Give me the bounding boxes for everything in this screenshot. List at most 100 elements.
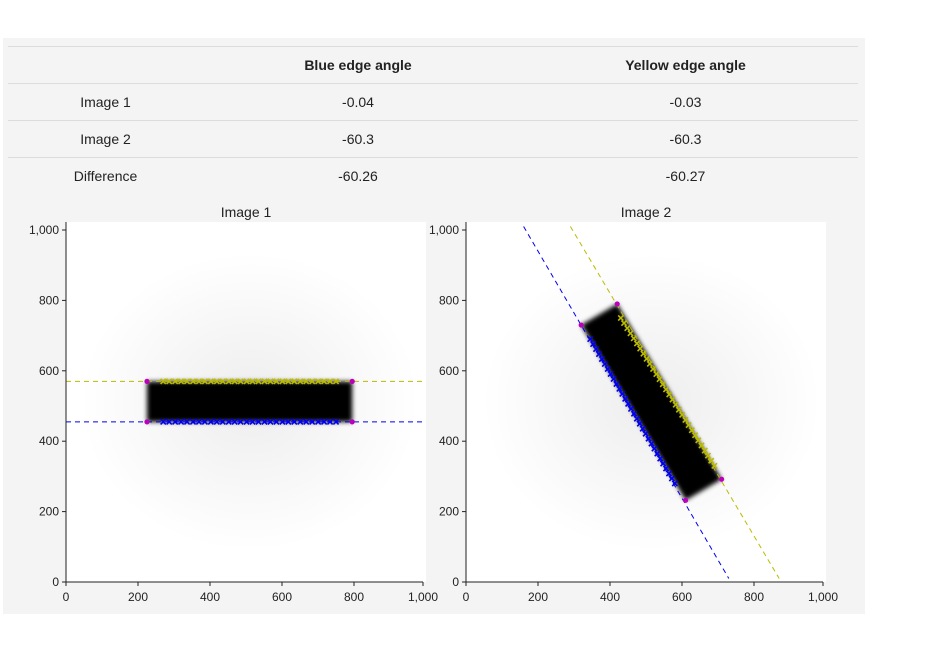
yellow-edge-point xyxy=(171,378,179,385)
plot-title: Image 1 xyxy=(221,204,272,220)
blue-edge-point xyxy=(630,410,638,417)
corner-point xyxy=(614,301,620,307)
blue-edge-point xyxy=(160,418,167,426)
yellow-edge-point xyxy=(643,355,650,362)
corner-point xyxy=(144,378,150,384)
yellow-edge-point xyxy=(708,457,715,464)
yellow-edge-point xyxy=(201,378,209,385)
header-yellow-edge-angle: Yellow edge angle xyxy=(513,46,858,84)
blue-edge-point xyxy=(639,425,646,432)
yellow-edge-point xyxy=(617,314,624,322)
yellow-edge-point xyxy=(672,401,679,408)
yellow-edge-point xyxy=(207,378,215,385)
blue-edge-point xyxy=(619,390,626,398)
blue-edge-point xyxy=(624,400,632,407)
yellow-edge-point xyxy=(326,378,334,385)
row-label: Image 2 xyxy=(8,120,203,158)
yellow-edge-point xyxy=(666,391,673,398)
yellow-edge-point xyxy=(213,378,220,385)
yellow-edge-point xyxy=(636,345,644,352)
blue-edge-point xyxy=(645,435,652,442)
corner-point xyxy=(578,322,584,328)
yellow-edge-point xyxy=(682,416,689,424)
blue-angle-value: -0.04 xyxy=(203,83,513,121)
yellow-angle-value: -60.27 xyxy=(513,157,858,194)
x-tick-label: 1,000 xyxy=(808,590,838,604)
y-tick-label: 200 xyxy=(439,505,459,519)
dark-rectangle xyxy=(147,381,353,422)
blue-edge-point xyxy=(662,465,670,472)
blue-edge-point xyxy=(314,418,322,426)
x-tick-label: 0 xyxy=(463,590,470,604)
blue-edge-point xyxy=(604,365,611,373)
yellow-edge-point xyxy=(303,378,310,385)
blue-edge-point xyxy=(183,418,191,426)
plot-area xyxy=(481,226,822,579)
y-tick-label: 600 xyxy=(439,364,459,378)
yellow-edge-point xyxy=(225,378,232,385)
yellow-edge-point xyxy=(624,325,631,332)
yellow-edge-point xyxy=(332,378,340,385)
blue-edge-point xyxy=(642,430,649,437)
corner-point xyxy=(144,419,150,425)
blue-edge-point xyxy=(627,405,635,412)
blue-edge-point xyxy=(303,418,310,426)
blue-edge-point xyxy=(320,418,328,426)
yellow-edge-point xyxy=(297,378,304,385)
yellow-edge-point xyxy=(320,378,328,385)
x-tick-label: 800 xyxy=(744,590,764,604)
blue-edge-point xyxy=(648,440,655,447)
yellow-edge-point xyxy=(701,447,708,454)
blue-edge-point xyxy=(165,418,173,426)
yellow-edge-point xyxy=(662,386,670,393)
blue-edge-point xyxy=(657,455,664,462)
blue-edge-point xyxy=(651,445,658,452)
x-tick-label: 600 xyxy=(672,590,692,604)
yellow-edge-point xyxy=(267,378,274,385)
blue-edge-point xyxy=(249,418,256,426)
blue-edge-point xyxy=(587,335,594,343)
blue-edge-point xyxy=(273,418,280,426)
blue-edge-point xyxy=(668,475,676,482)
blue-edge-point xyxy=(285,418,292,426)
yellow-edge-point xyxy=(704,452,712,459)
blue-edge-point xyxy=(613,380,620,388)
yellow-edge-point xyxy=(695,437,702,444)
yellow-edge-point xyxy=(669,396,676,403)
yellow-edge-point xyxy=(630,335,637,342)
blue-edge-point xyxy=(231,418,238,426)
yellow-edge-point xyxy=(273,378,280,385)
yellow-edge-point xyxy=(314,378,322,385)
plot-image-1: 0 200 400 600 800 1,000 0 200 400 600 800 1,000 Imag… xyxy=(29,204,438,604)
x-tick-label: 800 xyxy=(344,590,364,604)
plot-title: Image 2 xyxy=(621,204,672,220)
yellow-edge-point xyxy=(291,378,298,385)
yellow-edge-point xyxy=(261,378,268,385)
blue-edge-point xyxy=(219,418,226,426)
yellow-edge-point xyxy=(678,411,686,419)
yellow-edge-point xyxy=(691,432,699,439)
yellow-edge-point xyxy=(698,442,705,449)
yellow-edge-points xyxy=(617,314,718,470)
blue-edge-points xyxy=(160,418,340,426)
blue-edge-point xyxy=(171,418,179,426)
header-empty xyxy=(8,46,203,84)
x-tick-label: 0 xyxy=(63,590,70,604)
yellow-edge-point xyxy=(646,360,654,368)
plot-area xyxy=(66,251,426,552)
x-tick-label: 600 xyxy=(272,590,292,604)
y-tick-label: 400 xyxy=(39,434,59,448)
blue-edge-point xyxy=(177,418,185,426)
blue-edge-point xyxy=(332,418,340,426)
yellow-edge-point xyxy=(675,406,683,413)
blue-angle-value: -60.26 xyxy=(203,157,513,194)
blue-edge-point xyxy=(189,418,197,426)
corner-point xyxy=(719,476,725,482)
corner-point xyxy=(349,378,355,384)
yellow-edge-point xyxy=(249,378,256,385)
x-tick-label: 400 xyxy=(200,590,220,604)
yellow-edge-point xyxy=(309,378,316,385)
blue-edge-point xyxy=(592,345,600,353)
table-row: Image 2 -60.3 -60.3 xyxy=(8,120,858,158)
x-tick-label: 1,000 xyxy=(408,590,438,604)
